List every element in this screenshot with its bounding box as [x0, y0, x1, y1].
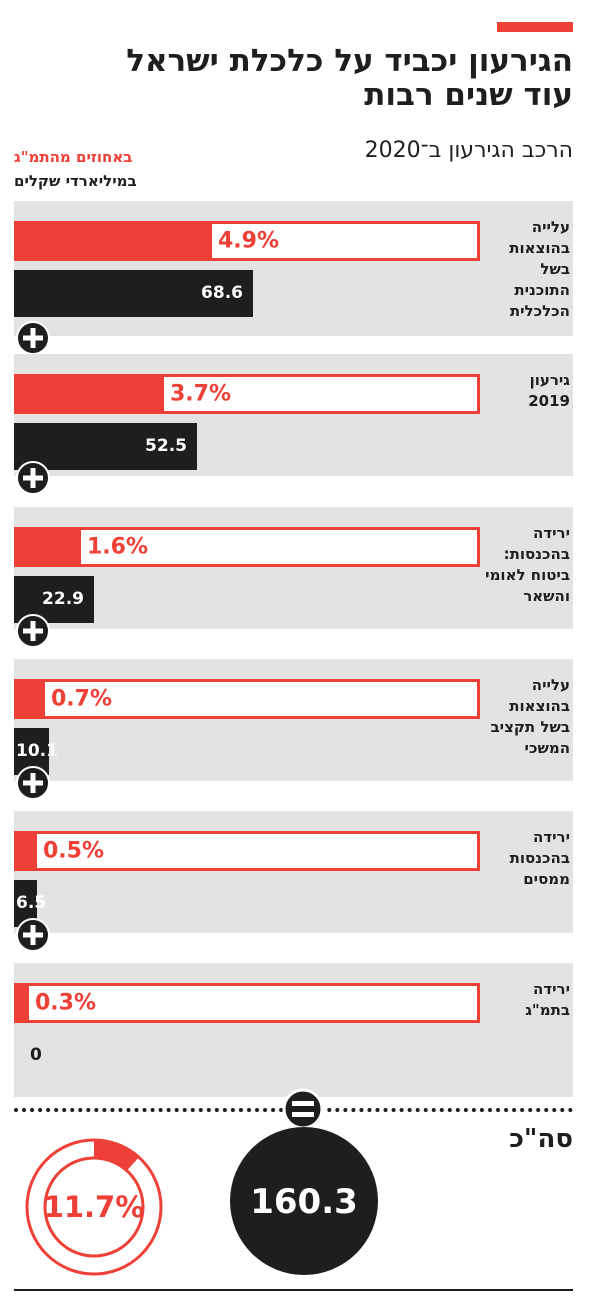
billions-bar	[14, 270, 253, 317]
percent-data-label: 0.7%	[51, 686, 113, 712]
billions-data-label: 68.6	[201, 283, 243, 303]
legend-billions-shekels: במיליארדי שקלים	[14, 172, 137, 190]
category-label: עלייה בהוצאות בשל התוכנית הכלכלית	[509, 218, 570, 320]
percent-bar-frame: 4.9%	[14, 221, 480, 261]
billions-bar	[14, 423, 197, 470]
chart-title-line-2: עוד שנים רבות	[364, 77, 573, 113]
billions-data-label: 52.5	[145, 436, 187, 456]
chart-title-line-1: הגירעון יכביד על כלכלת ישראל	[126, 43, 573, 79]
billions-data-label: 22.9	[42, 589, 84, 609]
percent-data-label: 0.5%	[43, 838, 105, 864]
plus-icon	[16, 766, 50, 800]
percent-bar-fill	[17, 986, 29, 1020]
percent-bar-frame: 0.3%	[14, 983, 480, 1023]
percent-bar-fill	[17, 224, 212, 258]
bottom-rule	[14, 1289, 573, 1291]
percent-bar-frame: 0.7%	[14, 679, 480, 719]
total-label: סה"כ	[509, 1124, 573, 1154]
percent-bar-frame: 1.6%	[14, 527, 480, 567]
total-percent-donut: 11.7%	[25, 1138, 163, 1276]
category-label: ירידה בהכנסות ממסים	[509, 828, 570, 888]
category-label: גירעון 2019	[528, 371, 570, 410]
plus-icon	[16, 918, 50, 952]
total-billions-value: 160.3	[250, 1182, 358, 1222]
category-label: עלייה בהוצאות בשל תקציב המשכי	[490, 676, 570, 757]
billions-data-label: 6.5	[16, 893, 47, 913]
equals-icon	[282, 1088, 324, 1130]
percent-bar-fill	[17, 530, 81, 564]
percent-data-label: 4.9%	[218, 228, 280, 254]
percent-bar-fill	[17, 682, 45, 716]
chart-subtitle: הרכב הגירעון ב־2020	[364, 138, 573, 163]
percent-bar-fill	[17, 377, 164, 411]
percent-data-label: 1.6%	[87, 534, 149, 560]
accent-bar	[497, 22, 573, 32]
billions-data-label: 0	[30, 1045, 42, 1065]
percent-bar-frame: 3.7%	[14, 374, 480, 414]
percent-bar-fill	[17, 834, 37, 868]
plus-icon	[16, 321, 50, 355]
percent-data-label: 0.3%	[35, 990, 97, 1016]
category-label: ירידה בהכנסות: ביטוח לאומי והשאר	[485, 524, 570, 605]
plus-icon	[16, 614, 50, 648]
percent-bar-frame: 0.5%	[14, 831, 480, 871]
percent-data-label: 3.7%	[170, 381, 232, 407]
plus-icon	[16, 461, 50, 495]
total-billions-circle: 160.3	[230, 1127, 378, 1275]
total-percent-arc	[94, 1140, 139, 1171]
legend-percent-gdp: באחוזים מהתמ"ג	[14, 148, 133, 166]
billions-bar	[14, 880, 37, 927]
billions-data-label: 10.1	[16, 741, 58, 761]
total-percent-value: 11.7%	[44, 1190, 145, 1224]
category-label: ירידה בתמ"ג	[525, 980, 570, 1019]
